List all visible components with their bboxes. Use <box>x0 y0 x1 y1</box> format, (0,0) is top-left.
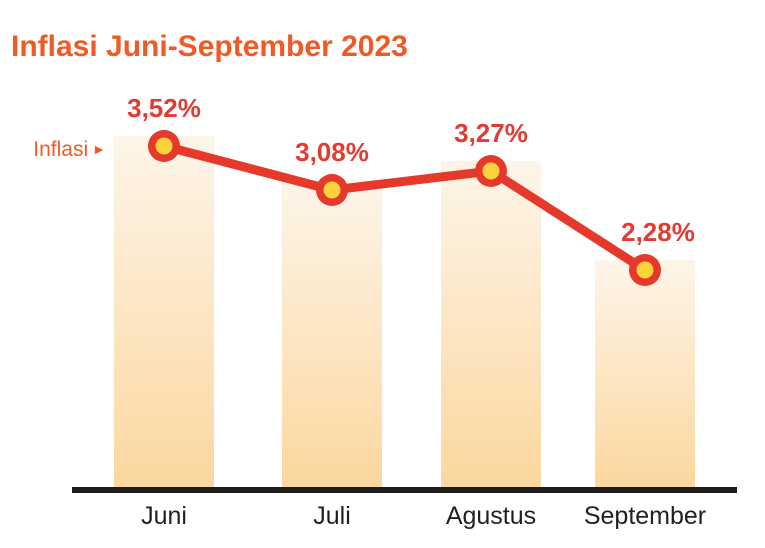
category-label-september: September <box>583 502 707 530</box>
bar-agustus <box>441 161 541 488</box>
chart-title: Inflasi Juni-September 2023 <box>11 30 408 63</box>
bar-september <box>595 260 695 488</box>
category-label-juni: Juni <box>141 502 187 530</box>
arrow-right-icon: ► <box>92 141 106 157</box>
bar-juni <box>114 136 214 488</box>
category-label-agustus: Agustus <box>445 502 537 530</box>
x-axis-line <box>72 487 737 493</box>
value-label-juli: 3,08% <box>295 137 369 167</box>
series-pointer-label: Inflasi ► <box>16 138 106 162</box>
value-label-agustus: 3,27% <box>454 118 528 148</box>
bar-juli <box>282 180 382 488</box>
value-label-juni: 3,52% <box>127 93 201 123</box>
category-label-juli: Juli <box>313 502 351 530</box>
value-label-september: 2,28% <box>621 217 695 247</box>
series-label-text: Inflasi <box>33 138 89 161</box>
